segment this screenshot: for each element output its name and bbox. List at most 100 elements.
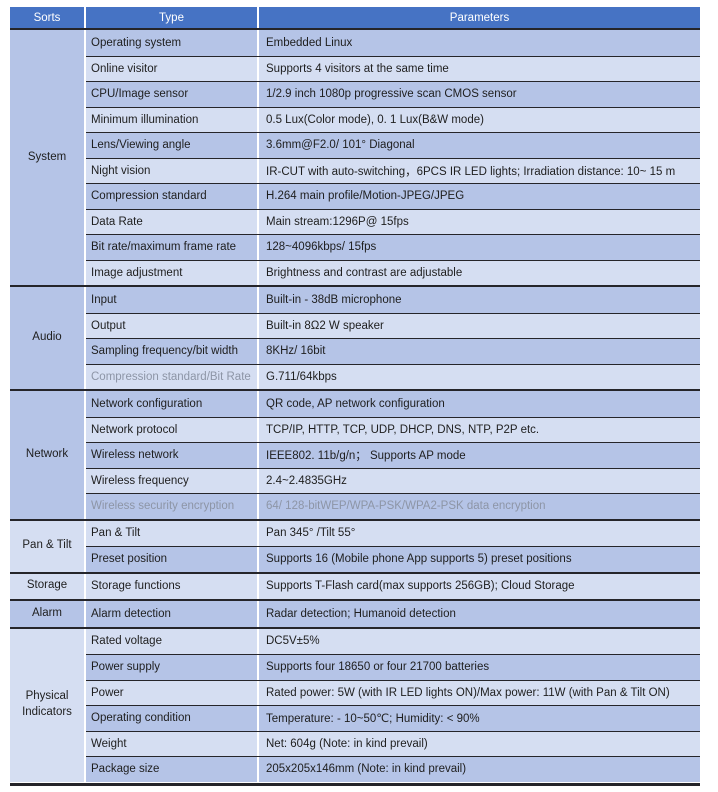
section-label: Pan & Tilt [10,520,86,572]
parameter-cell: 64/ 128-bitWEP/WPA-PSK/WPA2-PSK data enc… [266,500,546,513]
section-label: System [10,30,86,285]
type-cell: Lens/Viewing angle [86,133,259,158]
parameter-cell: Pan 345° /Tilt 55° [266,527,356,540]
parameter-cell: QR code, AP network configuration [266,397,445,410]
type-cell: Power [86,680,259,705]
type-cell: Preset position [86,547,259,572]
type-cell: Output [86,313,259,338]
spec-row: Alarm detection Radar detection; Humanoid… [86,601,700,627]
parameter-cell: H.264 main profile/Motion-JPEG/JPEG [266,190,465,203]
section-label: Audio [10,287,86,389]
parameter-cell: Supports 4 visitors at the same time [266,62,449,75]
header-cell-parameters: Parameters [449,11,510,24]
parameter-cell: 8KHz/ 16bit [266,345,326,358]
type-cell: Night vision [86,158,259,183]
table-section: System Operating system Embedded Linux Onli… [10,30,700,287]
spec-row: Preset position Supports 16 (Mobile phone… [86,546,700,572]
spec-row: Power supply Supports four 18650 or four … [86,654,700,680]
spec-row: Night vision IR-CUT with auto-switching，6… [86,157,700,183]
type-cell: Wireless frequency [86,468,259,493]
table-body: System Operating system Embedded Linux Onli… [10,30,700,782]
parameter-cell: Temperature: - 10~50℃; Humidity: < 90% [266,713,480,726]
spec-row: Network protocol TCP/IP, HTTP, TCP, UDP, … [86,416,700,442]
header-cell-sorts: Sorts [10,7,86,28]
type-cell: Input [86,287,259,313]
spec-row: Rated voltage DC5V±5% [86,628,700,654]
spec-row: Image adjustment Brightness and contrast … [86,259,700,285]
header-cell-type: Type [86,7,259,28]
parameter-cell: IR-CUT with auto-switching，6PCS IR LED l… [266,165,676,178]
table-section: Physical Indicators Rated voltage DC5V±5% P… [10,628,700,782]
section-rows: Operating system Embedded Linux Online vis… [86,30,700,285]
spec-row: Compression standard H.264 main profile/M… [86,183,700,209]
parameter-cell: 0.5 Lux(Color mode), 0. 1 Lux(B&W mode) [266,113,484,126]
type-cell: Minimum illumination [86,107,259,132]
parameter-cell: TCP/IP, HTTP, TCP, UDP, DHCP, DNS, NTP, … [266,423,540,436]
spec-row: Wireless security encryption 64/ 128-bitW… [86,493,700,519]
spec-row: Sampling frequency/bit width 8KHz/ 16bit [86,338,700,364]
section-rows: Storage functions Supports T-Flash card(m… [86,573,700,599]
parameter-cell: 205x205x146mm (Note: in kind prevail) [266,763,467,776]
spec-row: Output Built-in 8Ω2 W speaker [86,312,700,338]
table-section: Storage Storage functions Supports T-Flash… [10,573,700,601]
table-section: Audio Input Built-in - 38dB microphone Outp… [10,287,700,391]
spec-row: Lens/Viewing angle 3.6mm@F2.0/ 101° Diago… [86,132,700,158]
parameter-cell: Built-in 8Ω2 W speaker [266,319,384,332]
spec-row: Operating condition Temperature: - 10~50℃… [86,705,700,731]
table-header-row: Sorts Type Parameters [10,7,700,30]
spec-row: Bit rate/maximum frame rate 128~4096kbps/… [86,234,700,260]
spec-table: Sorts Type Parameters System Operating sy… [10,7,700,786]
section-label: Physical Indicators [10,628,86,782]
type-cell: Compression standard [86,184,259,209]
type-cell: Wireless network [86,443,259,468]
type-cell: Bit rate/maximum frame rate [86,235,259,260]
parameter-cell: Rated power: 5W (with IR LED lights ON)/… [266,686,670,699]
type-cell: Network configuration [86,391,259,417]
table-section: Alarm Alarm detection Radar detection; Hum… [10,601,700,629]
type-cell: Operating condition [86,706,259,731]
section-rows: Alarm detection Radar detection; Humanoid… [86,601,700,627]
type-cell: Data Rate [86,209,259,234]
spec-row: Minimum illumination 0.5 Lux(Color mode),… [86,106,700,132]
section-rows: Pan & Tilt Pan 345° /Tilt 55° Preset posit… [86,520,700,572]
parameter-cell: Net: 604g (Note: in kind prevail) [266,737,428,750]
parameter-cell: Main stream:1296P@ 15fps [266,215,409,228]
spec-row: Wireless frequency 2.4~2.4835GHz [86,467,700,493]
spec-row: Compression standard/Bit Rate G.711/64kbp… [86,363,700,389]
type-cell: Sampling frequency/bit width [86,339,259,364]
section-label: Alarm [10,601,86,627]
type-cell: Weight [86,731,259,756]
spec-row: Wireless network IEEE802. 11b/g/n； Suppor… [86,442,700,468]
type-cell: Network protocol [86,417,259,442]
type-cell: Compression standard/Bit Rate [86,364,259,389]
spec-row: Power Rated power: 5W (with IR LED lights… [86,679,700,705]
type-cell: Storage functions [86,573,259,599]
type-cell: Rated voltage [86,628,259,654]
parameter-cell: Radar detection; Humanoid detection [266,607,456,620]
spec-row: CPU/Image sensor 1/2.9 inch 1080p progres… [86,81,700,107]
section-rows: Rated voltage DC5V±5% Power supply Supports… [86,628,700,782]
parameter-cell: 2.4~2.4835GHz [266,474,347,487]
section-rows: Input Built-in - 38dB microphone Output Bui… [86,287,700,389]
parameter-cell: 128~4096kbps/ 15fps [266,241,377,254]
type-cell: Power supply [86,655,259,680]
type-cell: Wireless security encryption [86,494,259,519]
spec-row: Pan & Tilt Pan 345° /Tilt 55° [86,520,700,546]
spec-row: Online visitor Supports 4 visitors at the… [86,55,700,81]
spec-row: Package size 205x205x146mm (Note: in kind… [86,756,700,782]
section-label: Network [10,391,86,519]
parameter-cell: IEEE802. 11b/g/n； Supports AP mode [266,450,466,463]
type-cell: Alarm detection [86,601,259,627]
section-rows: Network configuration QR code, AP network… [86,391,700,519]
type-cell: Online visitor [86,56,259,81]
parameter-cell: Supports 16 (Mobile phone App supports 5… [266,553,572,566]
parameter-cell: 3.6mm@F2.0/ 101° Diagonal [266,139,415,152]
type-cell: CPU/Image sensor [86,82,259,107]
spec-row: Weight Net: 604g (Note: in kind prevail) [86,730,700,756]
table-section: Network Network configuration QR code, AP … [10,391,700,521]
parameter-cell: DC5V±5% [266,635,320,648]
type-cell: Pan & Tilt [86,520,259,546]
spec-row: Input Built-in - 38dB microphone [86,287,700,313]
parameter-cell: Supports T-Flash card(max supports 256GB… [266,580,575,593]
